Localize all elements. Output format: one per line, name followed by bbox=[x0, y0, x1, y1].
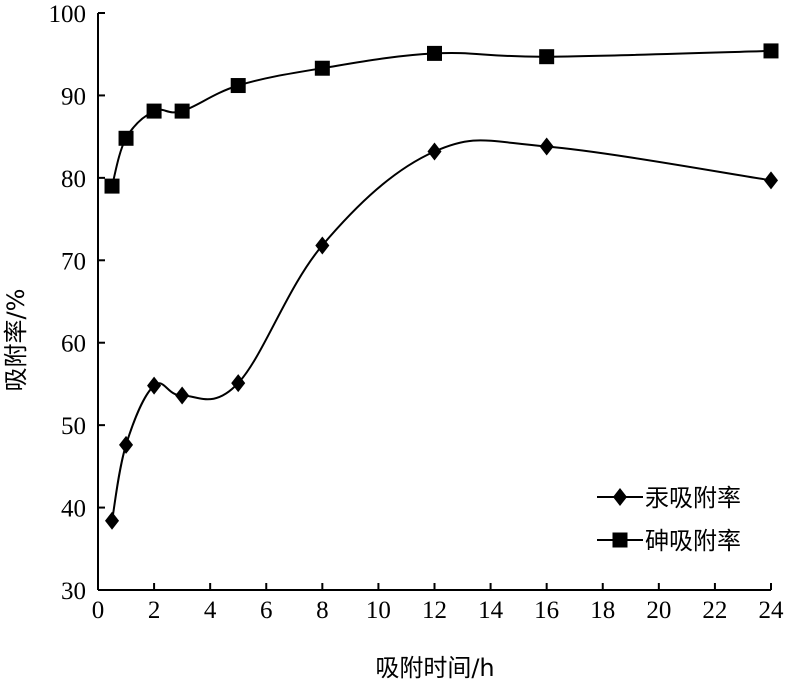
data-point bbox=[104, 178, 120, 194]
data-point bbox=[105, 511, 120, 530]
series-line bbox=[111, 49, 772, 187]
y-tick-label: 80 bbox=[61, 166, 86, 193]
x-tick-label: 16 bbox=[534, 597, 559, 624]
x-tick-label: 4 bbox=[204, 597, 217, 624]
data-point bbox=[427, 45, 442, 61]
x-tick-label: 2 bbox=[148, 597, 161, 624]
data-point bbox=[175, 386, 190, 405]
legend-marker-arsenic bbox=[612, 532, 628, 548]
data-point bbox=[230, 78, 246, 94]
legend-label-arsenic: 砷吸附率 bbox=[645, 527, 741, 555]
y-tick-label: 60 bbox=[61, 331, 86, 358]
legend-item-arsenic: 砷吸附率 bbox=[597, 527, 741, 555]
data-point bbox=[315, 236, 330, 255]
data-point bbox=[763, 171, 779, 190]
data-point bbox=[147, 376, 162, 395]
y-tick-label: 100 bbox=[49, 1, 87, 28]
data-point bbox=[539, 137, 554, 156]
x-tick-label: 18 bbox=[590, 597, 615, 624]
series-0 bbox=[105, 137, 779, 530]
legend-item-mercury: 汞吸附率 bbox=[597, 484, 741, 512]
x-tick-label: 20 bbox=[646, 597, 671, 624]
data-point bbox=[118, 130, 134, 146]
legend-label-mercury: 汞吸附率 bbox=[645, 484, 741, 512]
y-tick-label: 90 bbox=[61, 83, 86, 110]
x-tick-label: 12 bbox=[422, 597, 447, 624]
x-axis-title: 吸附时间/h bbox=[375, 654, 494, 682]
x-tick-label: 14 bbox=[478, 597, 504, 624]
x-tick-label: 8 bbox=[316, 597, 329, 624]
series-line bbox=[111, 139, 772, 521]
data-point bbox=[763, 43, 779, 59]
x-tick-label: 22 bbox=[702, 597, 727, 624]
x-tick-label: 10 bbox=[366, 597, 391, 624]
y-ticks: 30 40 50 60 70 80 90 100 bbox=[49, 1, 105, 605]
series-1 bbox=[104, 43, 779, 194]
x-tick-label: 0 bbox=[92, 597, 105, 624]
data-point bbox=[427, 142, 442, 161]
data-point bbox=[231, 374, 246, 393]
y-tick-label: 40 bbox=[61, 496, 86, 523]
y-tick-label: 50 bbox=[61, 413, 86, 440]
legend-marker-mercury bbox=[612, 488, 628, 506]
x-tick-label: 6 bbox=[260, 597, 273, 624]
y-axis-title: 吸附率/% bbox=[2, 289, 30, 392]
data-point bbox=[174, 103, 190, 119]
y-tick-label: 30 bbox=[61, 578, 86, 605]
x-tick-label: 24 bbox=[759, 597, 785, 624]
data-point bbox=[314, 60, 330, 76]
y-tick-label: 70 bbox=[61, 248, 86, 275]
data-point bbox=[146, 103, 162, 119]
data-point bbox=[119, 435, 134, 454]
series-layer bbox=[104, 43, 779, 530]
data-point bbox=[539, 49, 555, 65]
x-ticks: 0 2 4 6 8 10 12 14 16 18 20 22 24 bbox=[92, 583, 784, 624]
legend: 汞吸附率 砷吸附率 bbox=[597, 484, 741, 555]
